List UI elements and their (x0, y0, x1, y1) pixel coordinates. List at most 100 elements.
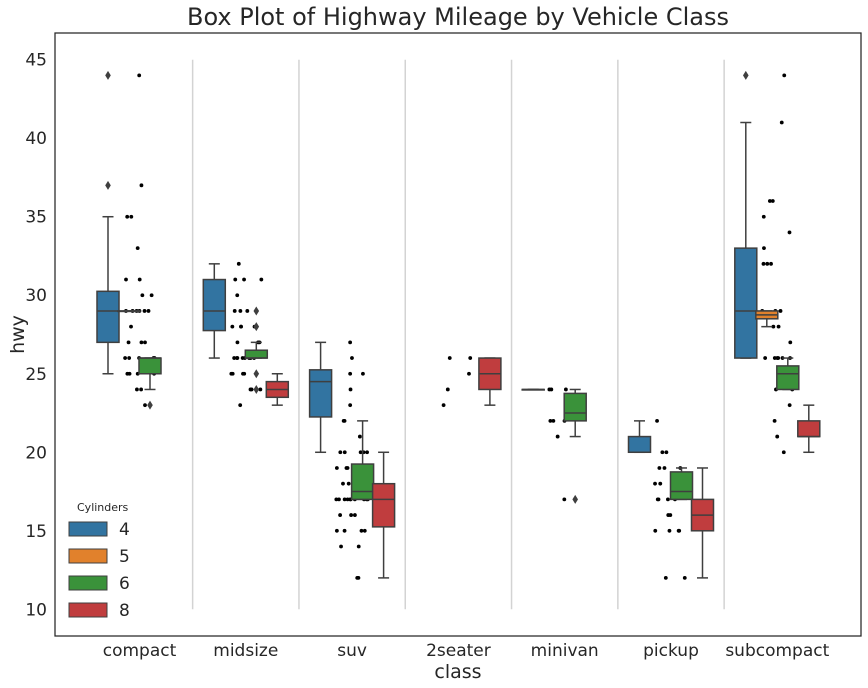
strip-point (772, 418, 777, 423)
box-minivan-cyl-4 (521, 388, 545, 391)
strip-point (126, 340, 131, 345)
strip-point (656, 497, 661, 502)
strip-point (555, 434, 560, 439)
strip-point (259, 277, 264, 282)
strip-point (660, 450, 665, 455)
legend-entry-label: 4 (119, 520, 130, 540)
y-tick-label: 10 (25, 600, 47, 620)
x-tick-label: suv (337, 641, 367, 661)
strip-point (345, 466, 350, 470)
strip-point (338, 450, 343, 455)
strip-point (242, 277, 246, 282)
strip-point (365, 450, 369, 455)
strip-point (142, 309, 147, 313)
strip-point (664, 450, 669, 455)
strip-point (348, 403, 353, 408)
box-pickup-cyl-6 (669, 467, 694, 501)
strip-point (355, 575, 360, 580)
x-tick-label: minivan (531, 641, 599, 661)
box-midsize-cyl-6 (244, 306, 269, 394)
box-body (734, 247, 758, 359)
box-body (669, 471, 694, 501)
box-body (138, 357, 162, 375)
strip-point (655, 418, 659, 423)
box-body (202, 278, 227, 332)
strip-point (248, 387, 253, 392)
strip-point (146, 309, 151, 313)
strip-point (235, 340, 240, 345)
strip-point (769, 261, 773, 266)
strip-point (341, 481, 345, 486)
box-subcompact-cyl-8 (797, 404, 821, 454)
legend-swatch (68, 575, 108, 591)
outlier-marker (253, 384, 260, 394)
strip-point (362, 528, 367, 533)
legend-swatch (68, 521, 108, 537)
y-axis-label: hwy (7, 315, 29, 354)
x-tick-label: compact (103, 641, 177, 661)
strip-point (233, 277, 238, 282)
strip-point (338, 513, 343, 517)
strip-point (236, 261, 241, 266)
strip-point (761, 214, 766, 219)
plot-frame (54, 32, 862, 637)
y-tick-label: 25 (25, 365, 47, 385)
strip-point (334, 497, 339, 502)
strip-point (682, 575, 687, 580)
x-axis-ticks: compact midsize suv 2seater minivan pickup sub… (103, 641, 830, 661)
box-compact-cyl-6 (138, 357, 162, 410)
strip-point (782, 73, 787, 78)
strip-point (129, 214, 134, 219)
outlier-marker (572, 494, 578, 504)
y-tick-label: 40 (25, 129, 47, 149)
category-separators (191, 59, 725, 610)
strip-point (135, 387, 139, 392)
strip-point (258, 387, 263, 392)
strip-point (770, 199, 775, 203)
strip-point (548, 418, 553, 423)
x-tick-label: 2seater (426, 641, 491, 661)
y-tick-label: 35 (25, 208, 47, 228)
x-tick-label: midsize (213, 641, 278, 661)
strip-point (676, 528, 681, 533)
strip-point (547, 387, 552, 392)
strip-point (666, 497, 670, 502)
strip-point (127, 356, 132, 360)
strip-point (563, 387, 568, 392)
y-tick-label: 45 (25, 51, 47, 71)
box-subcompact-cyl-4 (734, 70, 758, 359)
strip-point (657, 466, 662, 470)
chart-title: Box Plot of Highway Mileage by Vehicle C… (187, 3, 729, 31)
strip-point (334, 528, 339, 533)
legend-title: Cylinders (77, 501, 129, 514)
strip-point (357, 434, 362, 439)
y-tick-label: 30 (25, 286, 47, 306)
box-body (797, 420, 821, 438)
strip-point (345, 497, 350, 502)
box-subcompact-cyl-5 (755, 310, 779, 328)
box-midsize-cyl-4 (202, 263, 227, 359)
strip-point (129, 324, 133, 329)
box-suv-cyl-8 (371, 451, 396, 579)
strip-point (230, 324, 235, 329)
strip-point (341, 418, 346, 423)
strip-point (232, 356, 237, 360)
strip-point (232, 309, 237, 313)
strip-point (346, 481, 351, 486)
strip-point (776, 324, 781, 329)
outlier-marker (253, 322, 260, 332)
strip-point (447, 356, 452, 360)
strip-point (125, 214, 130, 219)
outlier-marker (147, 400, 153, 410)
strip-point (787, 403, 792, 408)
legend-entry-label: 5 (119, 547, 130, 567)
strip-point (235, 356, 239, 360)
box-minivan-cyl-6 (563, 388, 587, 504)
strip-point (245, 309, 250, 313)
strip-point (140, 293, 145, 298)
strip-point (359, 528, 364, 533)
strip-point (762, 246, 766, 251)
strip-point (666, 513, 671, 517)
boxes (96, 70, 821, 579)
